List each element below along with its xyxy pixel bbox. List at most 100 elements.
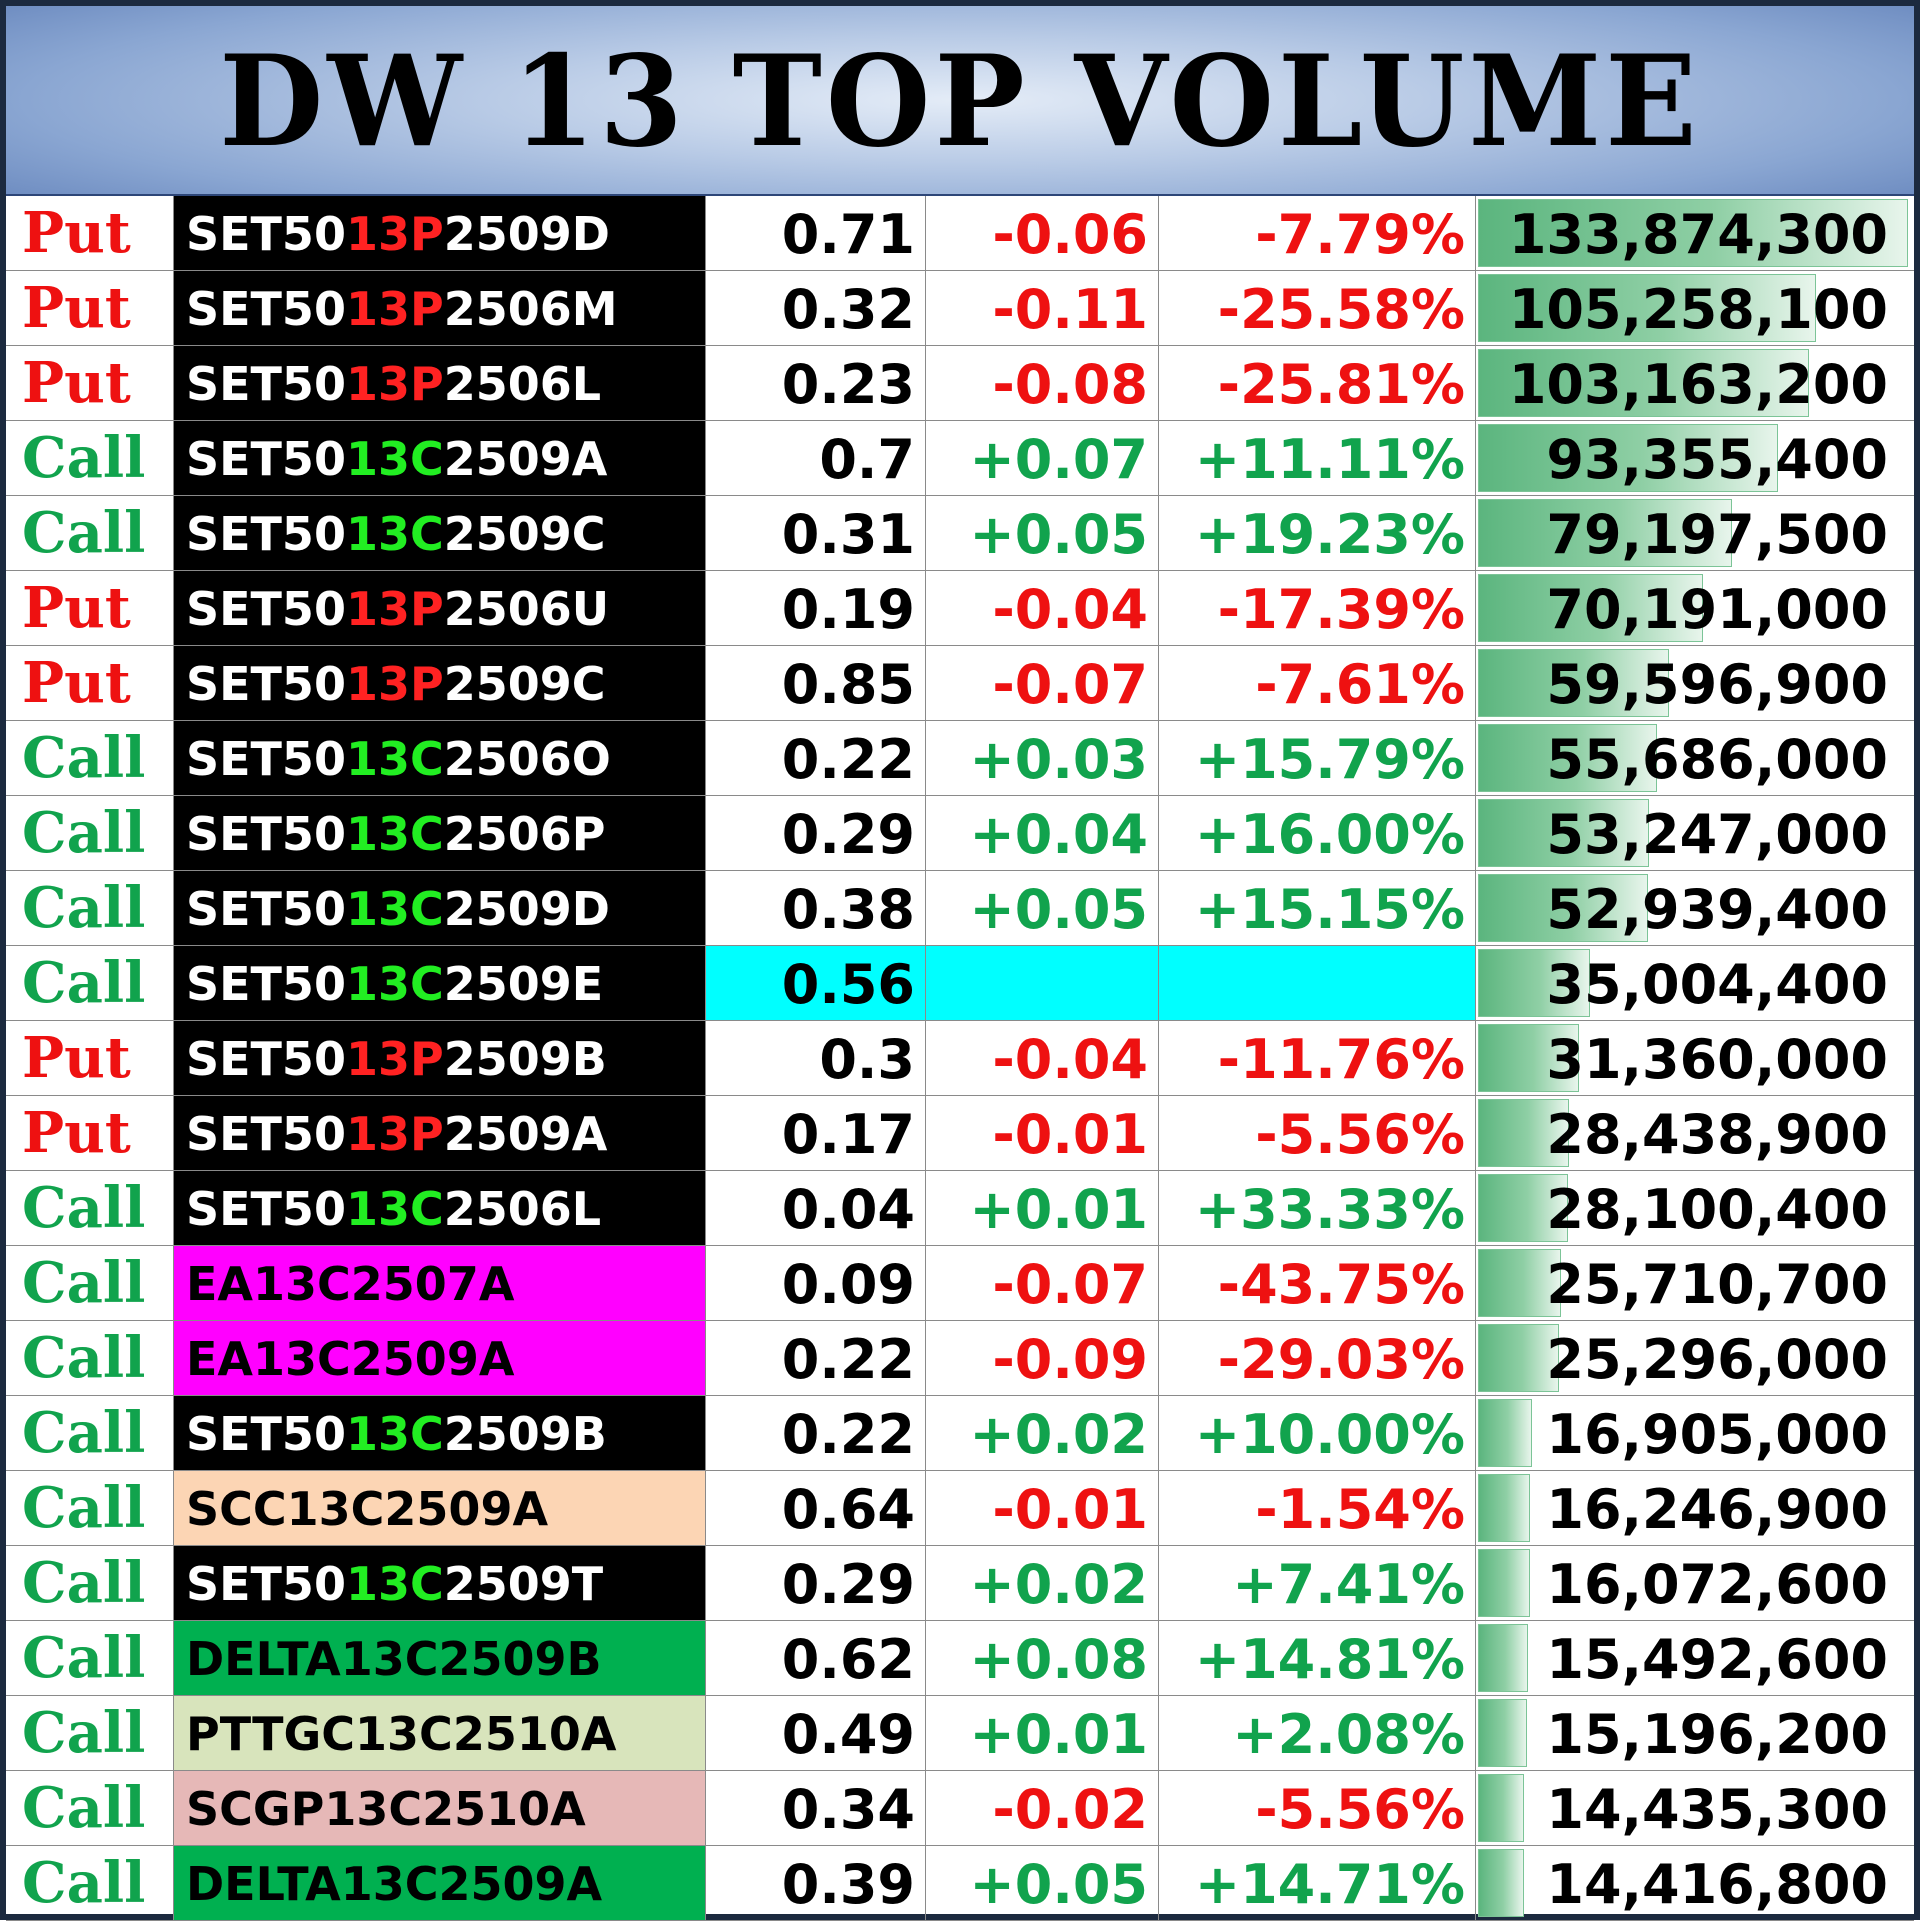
volume-value: 133,874,300 — [1508, 203, 1888, 266]
option-type-cell: Call — [6, 796, 174, 870]
symbol-prefix: SET50 — [186, 1557, 346, 1611]
option-type-cell: Put — [6, 271, 174, 345]
option-type-cell: Call — [6, 1846, 174, 1920]
percent-change-cell — [1159, 946, 1476, 1020]
symbol-prefix: SET50 — [186, 207, 346, 261]
last-price-cell: 0.64 — [706, 1471, 926, 1545]
percent-change-cell: +14.81% — [1159, 1621, 1476, 1695]
symbol-suffix: 2509B — [443, 1032, 607, 1086]
table-row: Put SET5013P2506U 0.19 -0.04 -17.39% 70,… — [6, 571, 1914, 646]
symbol-cell: SET5013C2509D — [174, 871, 706, 945]
symbol-cell: SET5013C2509C — [174, 496, 706, 570]
volume-cell: 28,438,900 — [1476, 1096, 1914, 1170]
volume-cell: 31,360,000 — [1476, 1021, 1914, 1095]
symbol-strike-tag: 13P — [345, 282, 444, 336]
percent-change-cell: -17.39% — [1159, 571, 1476, 645]
symbol-strike-tag: 13C — [345, 1182, 444, 1236]
symbol-cell: SET5013P2509C — [174, 646, 706, 720]
volume-cell: 16,072,600 — [1476, 1546, 1914, 1620]
percent-change-cell: -5.56% — [1159, 1096, 1476, 1170]
volume-bar — [1478, 274, 1816, 342]
change-cell: -0.09 — [926, 1321, 1159, 1395]
symbol-cell: SET5013C2509A — [174, 421, 706, 495]
change-cell: -0.08 — [926, 346, 1159, 420]
volume-value: 70,191,000 — [1546, 578, 1888, 641]
symbol-text: EA13C2509A — [186, 1332, 515, 1386]
volume-bar — [1478, 1549, 1530, 1617]
table-row: Call EA13C2507A 0.09 -0.07 -43.75% 25,71… — [6, 1246, 1914, 1321]
volume-cell: 35,004,400 — [1476, 946, 1914, 1020]
symbol-prefix: SET50 — [186, 282, 346, 336]
volume-bar — [1478, 1399, 1532, 1467]
symbol-suffix: 2509C — [443, 507, 606, 561]
symbol-strike-tag: 13P — [345, 1032, 444, 1086]
change-cell: +0.02 — [926, 1546, 1159, 1620]
symbol-prefix: SET50 — [186, 807, 346, 861]
volume-table: Put SET5013P2509D 0.71 -0.06 -7.79% 133,… — [6, 196, 1914, 1921]
table-row: Call SET5013C2509D 0.38 +0.05 +15.15% 52… — [6, 871, 1914, 946]
percent-change-cell: -1.54% — [1159, 1471, 1476, 1545]
change-cell: +0.01 — [926, 1696, 1159, 1770]
last-price-cell: 0.19 — [706, 571, 926, 645]
percent-change-cell: +2.08% — [1159, 1696, 1476, 1770]
change-cell: -0.02 — [926, 1771, 1159, 1845]
percent-change-cell: -29.03% — [1159, 1321, 1476, 1395]
symbol-suffix: 2509C — [443, 657, 606, 711]
change-cell: -0.06 — [926, 196, 1159, 270]
option-type-cell: Put — [6, 571, 174, 645]
table-row: Call SCGP13C2510A 0.34 -0.02 -5.56% 14,4… — [6, 1771, 1914, 1846]
table-row: Call SET5013C2506O 0.22 +0.03 +15.79% 55… — [6, 721, 1914, 796]
symbol-cell: SET5013P2506U — [174, 571, 706, 645]
option-type-cell: Put — [6, 346, 174, 420]
option-type-cell: Call — [6, 421, 174, 495]
symbol-text: DELTA13C2509A — [186, 1857, 603, 1911]
volume-cell: 55,686,000 — [1476, 721, 1914, 795]
volume-cell: 14,416,800 — [1476, 1846, 1914, 1920]
symbol-prefix: SET50 — [186, 357, 346, 411]
symbol-text: EA13C2507A — [186, 1257, 515, 1311]
volume-cell: 28,100,400 — [1476, 1171, 1914, 1245]
symbol-cell: PTTGC13C2510A — [174, 1696, 706, 1770]
table-row: Put SET5013P2509B 0.3 -0.04 -11.76% 31,3… — [6, 1021, 1914, 1096]
symbol-cell: SET5013C2509T — [174, 1546, 706, 1620]
volume-value: 53,247,000 — [1546, 803, 1888, 866]
change-cell: -0.01 — [926, 1471, 1159, 1545]
symbol-prefix: SET50 — [186, 657, 346, 711]
volume-value: 28,100,400 — [1546, 1178, 1888, 1241]
volume-bar — [1478, 1624, 1528, 1692]
symbol-prefix: SET50 — [186, 507, 346, 561]
volume-value: 15,196,200 — [1546, 1703, 1888, 1766]
symbol-suffix: 2509B — [443, 1407, 607, 1461]
volume-bar — [1478, 1849, 1524, 1917]
volume-bar — [1478, 1699, 1527, 1767]
last-price-cell: 0.31 — [706, 496, 926, 570]
symbol-cell: SET5013P2509B — [174, 1021, 706, 1095]
option-type-cell: Call — [6, 1396, 174, 1470]
page-title: DW 13 TOP VOLUME — [219, 27, 1701, 176]
table-row: Put SET5013P2506M 0.32 -0.11 -25.58% 105… — [6, 271, 1914, 346]
volume-cell: 15,492,600 — [1476, 1621, 1914, 1695]
change-cell: +0.05 — [926, 1846, 1159, 1920]
volume-value: 79,197,500 — [1546, 503, 1888, 566]
percent-change-cell: +15.15% — [1159, 871, 1476, 945]
symbol-prefix: SET50 — [186, 957, 346, 1011]
symbol-cell: EA13C2507A — [174, 1246, 706, 1320]
volume-bar — [1478, 1099, 1569, 1167]
option-type-cell: Call — [6, 1696, 174, 1770]
symbol-suffix: 2506U — [443, 582, 610, 636]
volume-value: 59,596,900 — [1546, 653, 1888, 716]
symbol-text: SCC13C2509A — [186, 1482, 549, 1536]
symbol-text: SCGP13C2510A — [186, 1782, 586, 1836]
volume-cell: 16,246,900 — [1476, 1471, 1914, 1545]
symbol-text: PTTGC13C2510A — [186, 1707, 617, 1761]
volume-bar — [1478, 874, 1648, 942]
percent-change-cell: -25.58% — [1159, 271, 1476, 345]
last-price-cell: 0.04 — [706, 1171, 926, 1245]
option-type-cell: Call — [6, 496, 174, 570]
change-cell: +0.02 — [926, 1396, 1159, 1470]
volume-bar — [1478, 649, 1669, 717]
percent-change-cell: +19.23% — [1159, 496, 1476, 570]
table-row: Call PTTGC13C2510A 0.49 +0.01 +2.08% 15,… — [6, 1696, 1914, 1771]
volume-bar — [1478, 199, 1908, 267]
option-type-cell: Put — [6, 196, 174, 270]
